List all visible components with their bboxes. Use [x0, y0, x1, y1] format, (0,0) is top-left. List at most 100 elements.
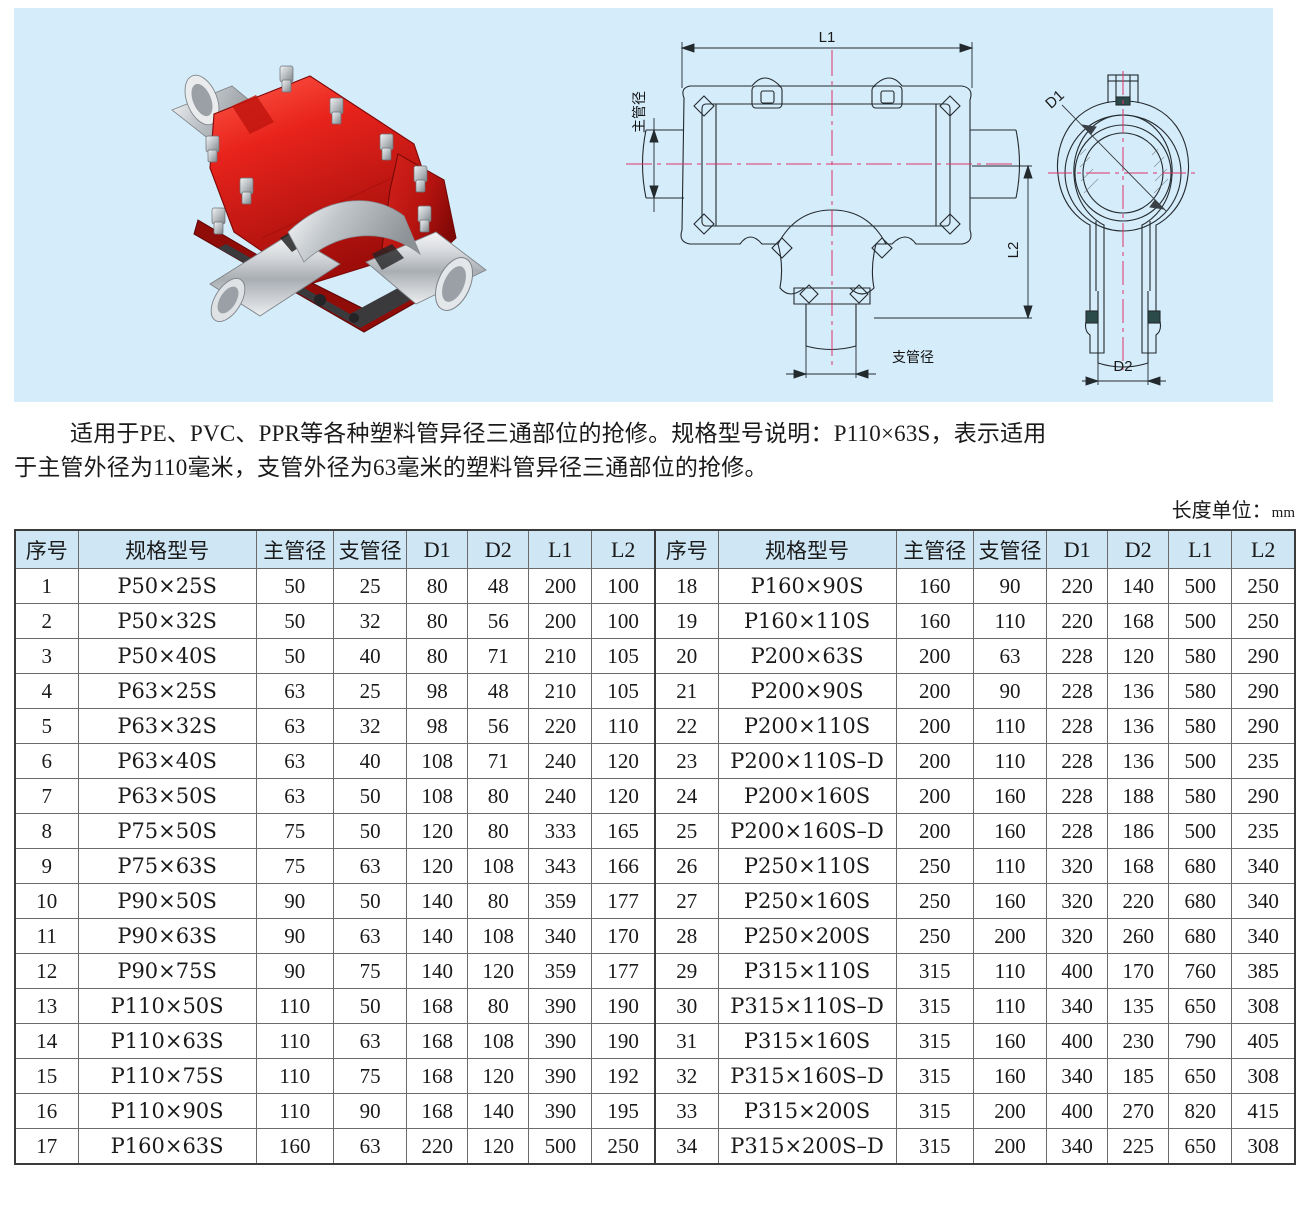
cell-l2-right: 235	[1231, 743, 1296, 779]
cell-l2-left: 105	[591, 673, 656, 709]
table-row: 17 P160×63S 160 63 220 120 500 250 34 P315×200S–D…	[14, 1128, 1296, 1165]
header-d2-right: D2	[1107, 529, 1170, 569]
cell-branch-left: 50	[332, 883, 408, 919]
cell-l2-right: 235	[1231, 813, 1296, 849]
cell-model-left: P110×63S	[77, 1023, 257, 1059]
cell-d2-left: 108	[467, 848, 530, 884]
cell-d1-right: 400	[1046, 1023, 1109, 1059]
cell-l2-left: 190	[591, 988, 656, 1024]
cell-main-left: 63	[255, 778, 334, 814]
cell-model-right: P315×160S–D	[717, 1058, 897, 1094]
cell-l2-right: 250	[1231, 603, 1296, 639]
cell-main-left: 75	[255, 813, 334, 849]
cell-main-left: 90	[255, 918, 334, 954]
cell-branch-right: 110	[972, 988, 1048, 1024]
cell-main-left: 50	[255, 568, 334, 604]
cell-model-right: P200×63S	[717, 638, 897, 674]
cell-branch-left: 63	[332, 848, 408, 884]
cell-l1-left: 359	[528, 953, 593, 989]
cell-d1-left: 140	[406, 883, 469, 919]
cell-d2-left: 120	[467, 1128, 530, 1165]
cell-l1-left: 390	[528, 1093, 593, 1129]
table-row: 9 P75×63S 75 63 120 108 343 166 26 P250×110S 250 11…	[14, 848, 1296, 884]
main-pipe-middle	[287, 200, 421, 263]
cell-d1-right: 220	[1046, 568, 1109, 604]
cell-d2-right: 140	[1107, 568, 1170, 604]
cell-main-left: 63	[255, 743, 334, 779]
cell-no-left: 1	[14, 568, 79, 604]
cell-l2-left: 100	[591, 603, 656, 639]
cell-main-right: 200	[895, 673, 974, 709]
cell-d2-right: 168	[1107, 603, 1170, 639]
dimension-l1	[680, 42, 974, 88]
header-l2-left: L2	[591, 529, 656, 569]
label-l2: L2	[1005, 242, 1022, 259]
cell-l1-right: 820	[1168, 1093, 1233, 1129]
cell-l1-right: 680	[1168, 848, 1233, 884]
cell-l1-right: 580	[1168, 638, 1233, 674]
cell-model-left: P63×50S	[77, 778, 257, 814]
cell-d1-left: 108	[406, 778, 469, 814]
cell-l2-left: 250	[591, 1128, 656, 1165]
cell-d1-left: 168	[406, 988, 469, 1024]
cell-l1-left: 200	[528, 603, 593, 639]
label-branch-pipe-dia: 支管径	[892, 350, 934, 366]
cell-branch-left: 50	[332, 778, 408, 814]
cell-d1-right: 228	[1046, 778, 1109, 814]
cell-d2-right: 260	[1107, 918, 1170, 954]
cell-branch-left: 90	[332, 1093, 408, 1129]
table-row: 11 P90×63S 90 63 140 108 340 170 28 P250×200S 250 2…	[14, 918, 1296, 954]
cell-branch-left: 50	[332, 988, 408, 1024]
dimension-branch-dia	[786, 346, 876, 379]
cell-l1-left: 390	[528, 988, 593, 1024]
cell-l1-left: 240	[528, 743, 593, 779]
cell-branch-right: 160	[972, 1058, 1048, 1094]
cell-branch-left: 32	[332, 603, 408, 639]
cell-l2-right: 340	[1231, 918, 1296, 954]
cell-d1-left: 98	[406, 708, 469, 744]
description-line-2: 于主管外径为110毫米，支管外径为63毫米的塑料管异径三通部位的抢修。	[14, 455, 768, 480]
cell-l2-left: 105	[591, 638, 656, 674]
cell-branch-right: 110	[972, 708, 1048, 744]
cell-model-right: P200×110S	[717, 708, 897, 744]
cell-model-right: P200×110S–D	[717, 743, 897, 779]
cell-d1-left: 140	[406, 953, 469, 989]
specification-table-wrapper: 序号 规格型号 主管径 支管径 D1 D2 L1 L2 序号 规格型号 主管径 …	[14, 529, 1296, 1165]
cell-l2-left: 177	[591, 883, 656, 919]
cell-no-left: 4	[14, 673, 79, 709]
cell-main-right: 315	[895, 953, 974, 989]
cell-l1-left: 240	[528, 778, 593, 814]
cell-no-left: 2	[14, 603, 79, 639]
cell-l1-left: 359	[528, 883, 593, 919]
cell-no-left: 5	[14, 708, 79, 744]
cell-d1-left: 108	[406, 743, 469, 779]
cell-main-left: 90	[255, 953, 334, 989]
cell-d1-left: 168	[406, 1023, 469, 1059]
cell-main-right: 315	[895, 1023, 974, 1059]
cell-d2-right: 225	[1107, 1128, 1170, 1165]
cell-branch-right: 200	[972, 918, 1048, 954]
cell-model-right: P200×160S–D	[717, 813, 897, 849]
cell-model-right: P315×110S–D	[717, 988, 897, 1024]
cell-l2-left: 120	[591, 778, 656, 814]
figure-panel: L1 主管径 L2	[14, 8, 1273, 402]
cell-l2-right: 308	[1231, 988, 1296, 1024]
cell-branch-right: 110	[972, 953, 1048, 989]
cell-l1-right: 500	[1168, 568, 1233, 604]
cell-d1-left: 220	[406, 1128, 469, 1165]
cell-l2-right: 415	[1231, 1093, 1296, 1129]
bolt-icon	[211, 207, 226, 235]
cell-l1-right: 580	[1168, 673, 1233, 709]
cell-no-left: 16	[14, 1093, 79, 1129]
cell-l1-left: 210	[528, 638, 593, 674]
cell-d1-right: 340	[1046, 1058, 1109, 1094]
cell-no-right: 26	[653, 848, 719, 884]
table-row: 10 P90×50S 90 50 140 80 359 177 27 P250×160S 250 16…	[14, 883, 1296, 919]
specification-table: 序号 规格型号 主管径 支管径 D1 D2 L1 L2 序号 规格型号 主管径 …	[14, 529, 1296, 1165]
cell-branch-left: 75	[332, 1058, 408, 1094]
cell-l2-right: 308	[1231, 1058, 1296, 1094]
cell-l1-right: 650	[1168, 1128, 1233, 1165]
cell-l2-left: 110	[591, 708, 656, 744]
cell-d2-right: 136	[1107, 708, 1170, 744]
cell-l1-left: 390	[528, 1023, 593, 1059]
